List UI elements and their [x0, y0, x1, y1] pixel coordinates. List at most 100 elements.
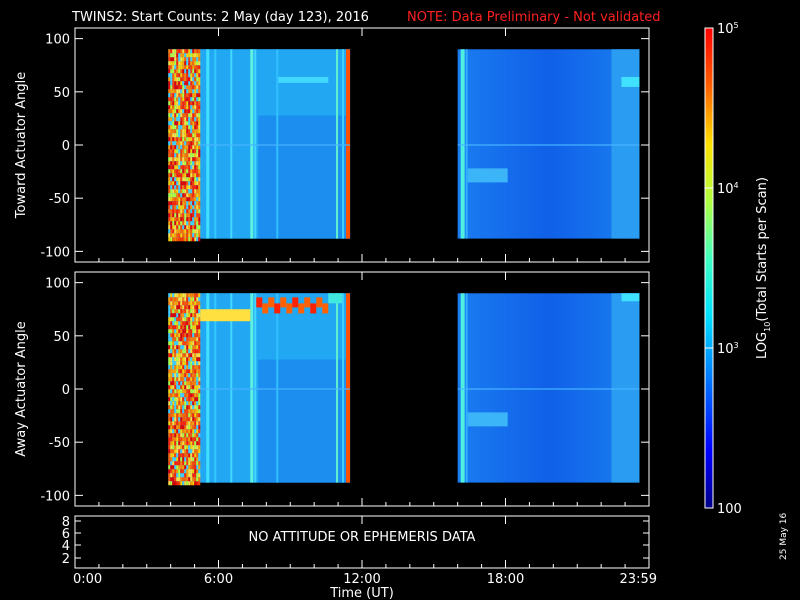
heatmap-cell	[190, 105, 193, 110]
heatmap-cell	[168, 337, 171, 342]
heatmap-cell	[182, 413, 185, 418]
heatmap-cell	[182, 389, 185, 394]
heatmap-cell	[190, 133, 193, 138]
heatmap-cell	[174, 365, 177, 370]
heatmap-cell	[188, 325, 191, 330]
heatmap-cell	[172, 317, 175, 322]
heatmap-cell	[168, 205, 171, 210]
heatmap-cell	[182, 97, 185, 102]
heatmap-cell	[184, 149, 187, 154]
heatmap-cell	[178, 153, 181, 158]
heatmap-cell	[190, 337, 193, 342]
heatmap-cell	[170, 313, 173, 318]
heatmap-cell	[186, 157, 189, 162]
heatmap-cell	[170, 373, 173, 378]
heatmap-cell	[194, 417, 197, 422]
heatmap-cell	[180, 133, 183, 138]
heatmap-cell	[182, 461, 185, 466]
heatmap-cell	[184, 113, 187, 118]
heatmap-cell	[188, 469, 191, 474]
heatmap-cell	[174, 381, 177, 386]
heatmap-cell	[172, 101, 175, 106]
heatmap-cell	[194, 77, 197, 82]
heatmap-cell	[170, 169, 173, 174]
heatmap-cell	[194, 373, 197, 378]
heatmap-cell	[174, 305, 177, 310]
heatmap-cell	[186, 313, 189, 318]
heatmap-cell	[190, 449, 193, 454]
heatmap-cell	[186, 353, 189, 358]
heatmap-cell	[172, 185, 175, 190]
heatmap-cell	[174, 225, 177, 230]
heatmap-cell	[172, 409, 175, 414]
heatmap-cell	[194, 477, 197, 482]
heatmap-cell	[192, 305, 195, 310]
heatmap-cell	[174, 297, 177, 302]
heatmap-cell	[198, 69, 201, 74]
heatmap-cell	[180, 293, 183, 298]
heatmap-cell	[178, 205, 181, 210]
heatmap-cell	[190, 129, 193, 134]
heatmap-cell	[194, 457, 197, 462]
heatmap-cell	[196, 233, 199, 238]
heatmap-cell	[176, 117, 179, 122]
heatmap-cell	[186, 85, 189, 90]
heatmap-cell	[170, 353, 173, 358]
heatmap-cell	[172, 133, 175, 138]
colorbar-tick-label: 105	[717, 21, 739, 37]
heatmap-cell	[178, 353, 181, 358]
figure-title: TWINS2: Start Counts: 2 May (day 123), 2…	[71, 10, 369, 25]
heatmap-cell	[176, 325, 179, 330]
heatmap-cell	[190, 89, 193, 94]
heatmap-cell	[190, 413, 193, 418]
heatmap-cell	[172, 393, 175, 398]
heatmap-cell	[176, 173, 179, 178]
heatmap-cell	[198, 393, 201, 398]
heatmap-region	[258, 115, 351, 239]
heatmap-cell	[182, 333, 185, 338]
heatmap-cell	[176, 237, 179, 242]
heatmap-cell	[184, 293, 187, 298]
heatmap-cell	[186, 197, 189, 202]
heatmap-cell	[188, 165, 191, 170]
heatmap-cell	[178, 457, 181, 462]
y-tick-label: 50	[53, 330, 70, 345]
heatmap-cell	[188, 421, 191, 426]
heatmap-cell	[174, 133, 177, 138]
heatmap-cell	[182, 397, 185, 402]
heatmap-cell	[192, 53, 195, 58]
heatmap-cell	[192, 441, 195, 446]
heatmap-cell	[186, 177, 189, 182]
heatmap-cell	[180, 89, 183, 94]
heatmap-cell	[192, 97, 195, 102]
heatmap-cell	[172, 461, 175, 466]
heatmap-cell	[170, 213, 173, 218]
heatmap-cell	[178, 413, 181, 418]
heatmap-cell	[198, 81, 201, 86]
heatmap-cell	[184, 209, 187, 214]
heatmap-cell	[188, 197, 191, 202]
heatmap-cell	[172, 149, 175, 154]
heatmap-cell	[194, 133, 197, 138]
heatmap-cell	[184, 65, 187, 70]
heatmap-cell	[178, 453, 181, 458]
heatmap-cell	[186, 217, 189, 222]
heatmap-cell	[170, 385, 173, 390]
heatmap-cell	[174, 417, 177, 422]
heatmap-cell	[190, 293, 193, 298]
heatmap-cell	[196, 237, 199, 242]
heatmap-cell	[170, 293, 173, 298]
heatmap-cell	[190, 441, 193, 446]
heatmap-cell	[174, 57, 177, 62]
heatmap-cell	[172, 401, 175, 406]
heatmap-cell	[170, 425, 173, 430]
heatmap-cell	[192, 85, 195, 90]
heatmap-streak	[342, 49, 345, 239]
heatmap-cell	[194, 125, 197, 130]
heatmap-cell	[182, 465, 185, 470]
heatmap-cell	[190, 137, 193, 142]
heatmap-cell	[198, 177, 201, 182]
heatmap-cell	[188, 293, 191, 298]
heatmap-cell	[180, 321, 183, 326]
heatmap-cell	[168, 321, 171, 326]
